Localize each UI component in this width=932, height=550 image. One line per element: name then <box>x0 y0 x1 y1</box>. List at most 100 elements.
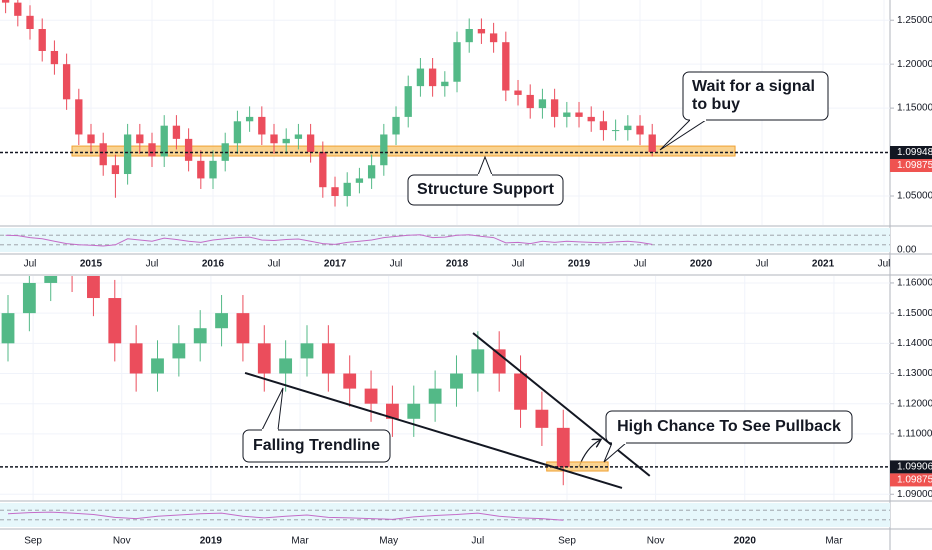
candle-body <box>441 81 449 87</box>
price-label-box <box>890 460 932 474</box>
candle-body <box>245 116 254 122</box>
candle-body <box>236 313 250 344</box>
candle-body <box>1 313 15 344</box>
x-tick-label: Mar <box>825 536 843 547</box>
callout-text: to buy <box>692 96 740 113</box>
y-tick-label: 1.09000 <box>897 489 932 500</box>
callout-text: Structure Support <box>417 181 555 198</box>
x-tick-label: 2015 <box>80 259 103 270</box>
y-tick-label: 1.15000 <box>897 103 932 114</box>
rsi-band <box>0 228 890 252</box>
x-tick-label: Jul <box>390 259 403 270</box>
trendline <box>244 371 623 489</box>
candle-body <box>599 121 608 131</box>
candle-body <box>575 112 583 117</box>
candle-body <box>450 373 463 389</box>
x-tick-label: Jul <box>146 259 159 270</box>
candle-body <box>535 409 549 428</box>
candle-body <box>129 343 143 374</box>
price-label: 1.09875 <box>897 160 932 171</box>
candle-body <box>136 134 144 144</box>
candle-body <box>193 328 207 344</box>
candle-body <box>14 2 22 16</box>
support-zone <box>71 145 736 157</box>
candle-body <box>526 94 534 109</box>
y-tick-label: 1.11000 <box>897 429 932 440</box>
candle-body <box>611 130 620 132</box>
candle-body <box>294 134 303 139</box>
candle-body <box>38 29 46 51</box>
price-label: 1.09875 <box>897 475 932 486</box>
candle-body <box>386 403 399 419</box>
y-tick-label: 1.25000 <box>897 15 932 26</box>
candle-body <box>282 138 290 144</box>
x-tick-label: 2019 <box>568 259 591 270</box>
x-tick-label: Sep <box>558 536 576 547</box>
candle-body <box>407 403 421 419</box>
candle-body <box>514 373 527 410</box>
candle-body <box>257 343 271 374</box>
candle-body <box>380 134 388 166</box>
candle-body <box>197 160 205 179</box>
y-tick-label: 1.13000 <box>897 368 932 379</box>
candle-body <box>538 99 547 109</box>
candle-body <box>587 116 595 122</box>
x-tick-label: Jul <box>471 536 484 547</box>
x-tick-label: 2021 <box>812 259 835 270</box>
candle-body <box>477 29 486 34</box>
candle-body <box>636 125 644 135</box>
candle-body <box>99 143 107 166</box>
candle-body <box>87 276 100 299</box>
y-tick-label: 1.12000 <box>897 398 932 409</box>
candle-body <box>416 68 425 87</box>
x-tick-label: May <box>379 536 398 547</box>
candle-body <box>343 182 351 196</box>
candle-body <box>556 427 570 468</box>
candle-body <box>108 298 122 344</box>
candle-body <box>428 388 442 404</box>
x-tick-label: Sep <box>24 536 42 547</box>
candle-body <box>160 125 168 157</box>
y-tick-label: 1.20000 <box>897 59 932 70</box>
candle-body <box>215 313 228 329</box>
candle-body <box>50 50 59 65</box>
x-tick-label: Jul <box>756 259 769 270</box>
candle-body <box>343 373 357 389</box>
candle-body <box>75 99 83 135</box>
price-label-box <box>890 146 932 160</box>
candle-body <box>428 68 437 87</box>
x-tick-label: 2019 <box>200 536 223 547</box>
candle-body <box>184 138 193 161</box>
candle-body <box>258 116 266 135</box>
candle-body <box>489 33 498 43</box>
candle-body <box>319 152 327 188</box>
candle-body <box>453 42 461 82</box>
candle-body <box>148 143 156 157</box>
price-label: 1.09906 <box>897 462 932 473</box>
candle-body <box>364 388 378 404</box>
candle-body <box>172 343 186 359</box>
callout-box <box>605 410 853 444</box>
callout-box <box>682 71 829 121</box>
x-tick-label: 2018 <box>446 259 469 270</box>
candle-body <box>1 0 10 3</box>
candle-body <box>209 160 217 179</box>
candle-body <box>404 86 412 117</box>
x-tick-label: 2020 <box>690 259 713 270</box>
candle-body <box>44 276 58 283</box>
candle-body <box>87 134 95 144</box>
x-tick-label: 2017 <box>324 259 347 270</box>
candle-body <box>306 134 315 153</box>
candle-body <box>62 64 71 100</box>
candle-body <box>111 165 120 175</box>
candle-body <box>514 90 522 95</box>
candle-body <box>300 343 314 359</box>
candle-body <box>321 343 335 374</box>
callout-text: Wait for a signal <box>692 78 815 95</box>
candle-body <box>270 134 278 144</box>
price-label-box <box>890 473 932 487</box>
x-tick-label: Jul <box>24 259 37 270</box>
price-label: 1.09948 <box>897 147 932 158</box>
candles <box>1 0 656 207</box>
